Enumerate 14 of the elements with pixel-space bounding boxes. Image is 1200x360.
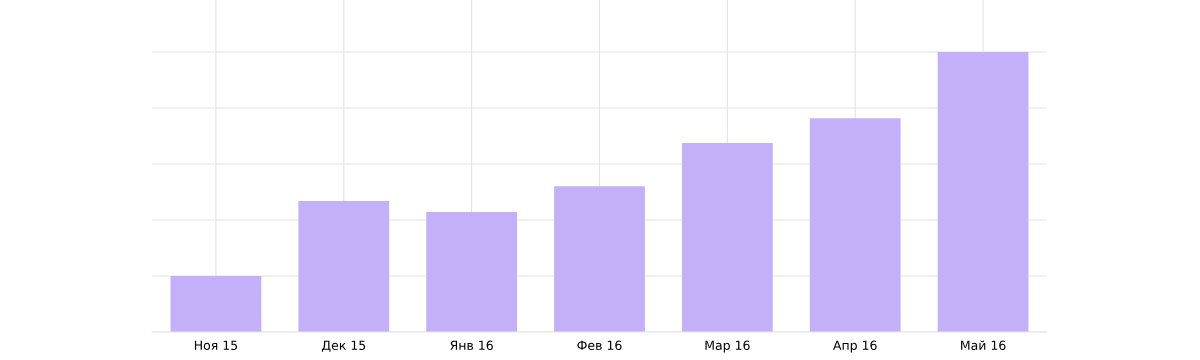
bar <box>554 186 645 332</box>
x-tick-label: Мар 16 <box>705 340 750 353</box>
x-tick-label: Апр 16 <box>833 340 877 353</box>
x-tick-label: Дек 15 <box>321 340 366 352</box>
bar <box>681 143 773 332</box>
bar <box>426 211 518 332</box>
bar <box>170 276 262 332</box>
x-tick-label: Ноя 15 <box>194 340 238 351</box>
x-tick-label: Май 16 <box>961 340 1006 351</box>
x-tick-label: Фев 16 <box>577 340 622 351</box>
bar <box>809 118 901 332</box>
bar <box>937 52 1029 332</box>
bar <box>298 200 390 332</box>
x-tick-label: Янв 16 <box>450 340 493 351</box>
